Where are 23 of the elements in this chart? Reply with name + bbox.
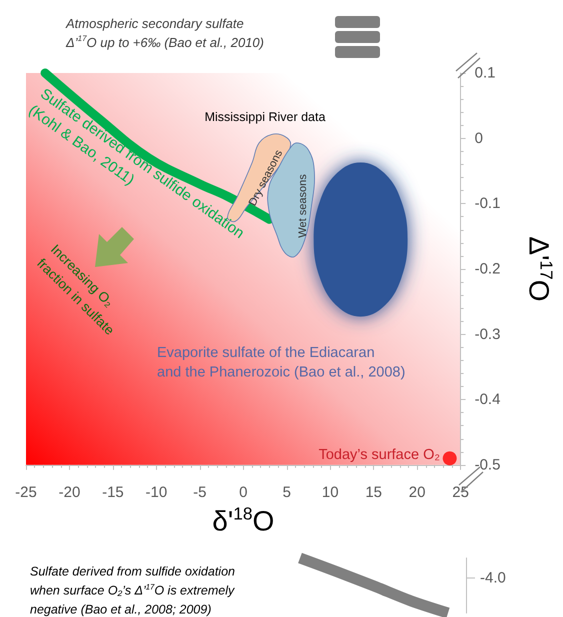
x-tick-label: -15 bbox=[102, 484, 124, 501]
y-tick-label: -0.1 bbox=[474, 195, 500, 212]
y-tick-label: 0 bbox=[474, 130, 483, 147]
x-tick-label: 20 bbox=[408, 484, 426, 501]
x-tick-label: 0 bbox=[239, 484, 248, 501]
x-tick-label: -20 bbox=[58, 484, 80, 501]
x-tick-label: -10 bbox=[146, 484, 168, 501]
annotation: Mississippi River data bbox=[204, 110, 326, 124]
y-tick-label: -0.2 bbox=[474, 260, 500, 278]
x-tick-label: 5 bbox=[282, 484, 291, 501]
x-tick-label: -25 bbox=[15, 484, 37, 501]
series-label: Wet seasons bbox=[297, 174, 309, 238]
x-tick-label: -5 bbox=[193, 484, 207, 501]
y-tick-label: -0.4 bbox=[474, 391, 500, 408]
y-tick-label: -0.3 bbox=[474, 326, 500, 343]
y-tick-label: 0.1 bbox=[474, 64, 496, 82]
text: Evaporite sulfate of the Ediacaran and the Phanerozoic (Bao et al., 2008) bbox=[157, 344, 406, 380]
y-axis-title: Δ'17O bbox=[523, 236, 556, 302]
x-tick-label: 15 bbox=[365, 484, 382, 501]
series-label: Today’s surface O₂ bbox=[318, 446, 440, 463]
x-tick-label: 10 bbox=[322, 484, 339, 501]
text: -4.0 bbox=[480, 570, 506, 586]
y-tick-label: -0.5 bbox=[474, 456, 500, 474]
